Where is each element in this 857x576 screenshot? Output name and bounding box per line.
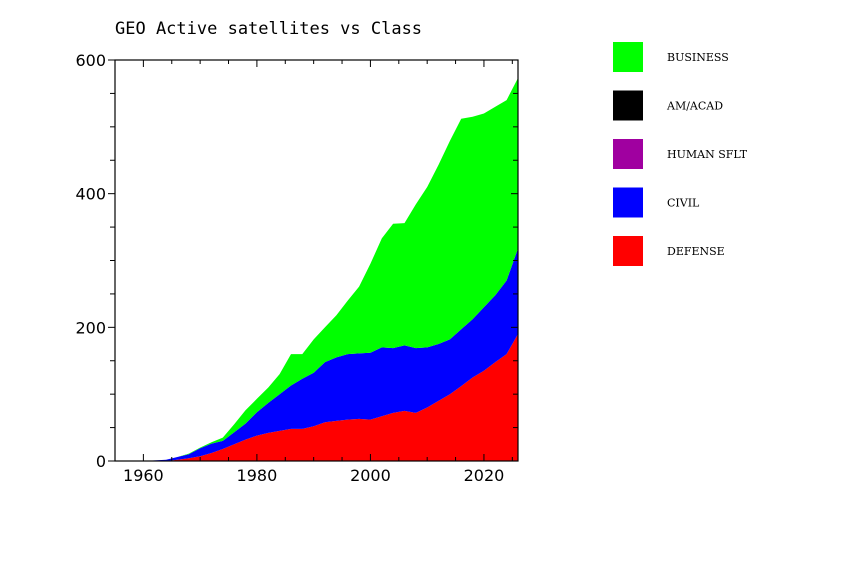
area-layers xyxy=(115,78,518,461)
legend-label-am-acad: AM/ACAD xyxy=(666,100,723,113)
y-tick-label: 0 xyxy=(96,452,106,471)
y-tick-label: 600 xyxy=(75,51,106,70)
legend-swatch-business xyxy=(613,42,643,72)
x-tick-label: 1960 xyxy=(123,466,164,485)
legend-swatch-defense xyxy=(613,236,643,266)
area-civil xyxy=(115,248,518,461)
legend: BUSINESS AM/ACAD HUMAN SFLT CIVIL DEFENSE xyxy=(613,42,748,266)
chart-title: GEO Active satellites vs Class xyxy=(115,19,422,39)
legend-label-civil: CIVIL xyxy=(667,197,700,210)
y-tick-label: 400 xyxy=(75,185,106,204)
area-defense xyxy=(115,334,518,461)
x-tick-label: 2000 xyxy=(350,466,391,485)
legend-swatch-am-acad xyxy=(613,90,643,121)
legend-swatch-civil xyxy=(613,187,643,218)
legend-label-defense: DEFENSE xyxy=(667,245,725,258)
legend-swatch-human-sflt xyxy=(613,139,643,169)
legend-label-business: BUSINESS xyxy=(667,51,729,64)
ticks: 0 200 400 600 1960 1980 2000 2020 xyxy=(75,51,518,485)
x-tick-label: 2020 xyxy=(464,466,505,485)
area-business xyxy=(115,78,518,461)
legend-label-human-sflt: HUMAN SFLT xyxy=(667,148,748,161)
y-tick-label: 200 xyxy=(75,318,106,337)
x-tick-label: 1980 xyxy=(237,466,278,485)
